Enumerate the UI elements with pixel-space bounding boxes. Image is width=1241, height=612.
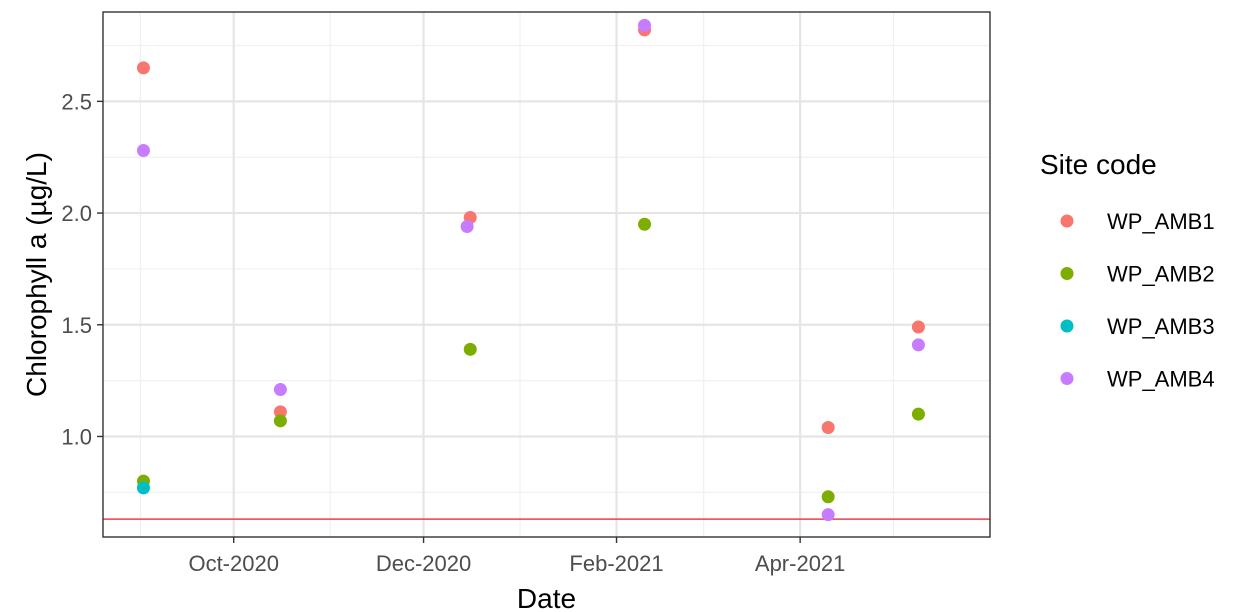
legend-key [1060, 267, 1074, 280]
x-tick-label: Apr-2021 [755, 551, 846, 576]
y-axis-title: Chlorophyll a (µg/L) [21, 152, 52, 397]
legend-label: WP_AMB2 [1107, 262, 1215, 287]
data-point-wp-amb1 [136, 61, 150, 75]
x-tick-label: Oct-2020 [188, 551, 279, 576]
data-point-wp-amb4 [136, 144, 150, 158]
data-point-wp-amb1 [273, 405, 287, 419]
data-point-wp-amb2 [638, 217, 652, 231]
data-point-wp-amb1 [821, 421, 835, 435]
data-point-wp-amb4 [911, 338, 925, 352]
plot-panel [103, 12, 990, 537]
legend-label: WP_AMB1 [1107, 209, 1215, 234]
legend-key [1060, 214, 1074, 228]
grid-lines [103, 12, 990, 537]
data-point-wp-amb2 [821, 490, 835, 504]
data-point-wp-amb2 [463, 342, 477, 356]
legend-title: Site code [1040, 149, 1157, 180]
data-points [136, 18, 925, 522]
axis-labels: 1.0 1.5 2.0 2.5 Oct-2020 Dec-2020 Feb-2021 Apr-… [21, 89, 845, 612]
data-point-wp-amb2 [911, 407, 925, 421]
x-tick-label: Feb-2021 [569, 551, 663, 576]
legend-key [1060, 319, 1074, 333]
legend-label: WP_AMB4 [1107, 367, 1215, 392]
panel-border-group [102, 11, 991, 538]
data-point-wp-amb4 [460, 219, 474, 233]
data-point-wp-amb4 [638, 18, 652, 32]
data-point-wp-amb2 [273, 414, 287, 428]
legend: Site code WP_AMB1 WP_AMB2 WP_AMB3 WP_AMB4 [1040, 149, 1215, 392]
legend-key [1060, 372, 1074, 385]
x-axis-title: Date [517, 583, 576, 612]
data-point-wp-amb4 [273, 383, 287, 397]
data-point-wp-amb3 [136, 481, 150, 495]
data-point-wp-amb1 [911, 320, 925, 334]
plot-background [103, 12, 990, 537]
axis-ticks [97, 100, 801, 543]
y-tick-label: 1.5 [61, 313, 92, 338]
y-tick-label: 2.5 [61, 89, 92, 114]
x-tick-label: Dec-2020 [376, 551, 471, 576]
y-tick-label: 1.0 [61, 424, 92, 449]
data-point-wp-amb4 [821, 508, 835, 522]
legend-label: WP_AMB3 [1107, 314, 1215, 339]
y-tick-label: 2.0 [61, 201, 92, 226]
panel-border [102, 11, 991, 538]
